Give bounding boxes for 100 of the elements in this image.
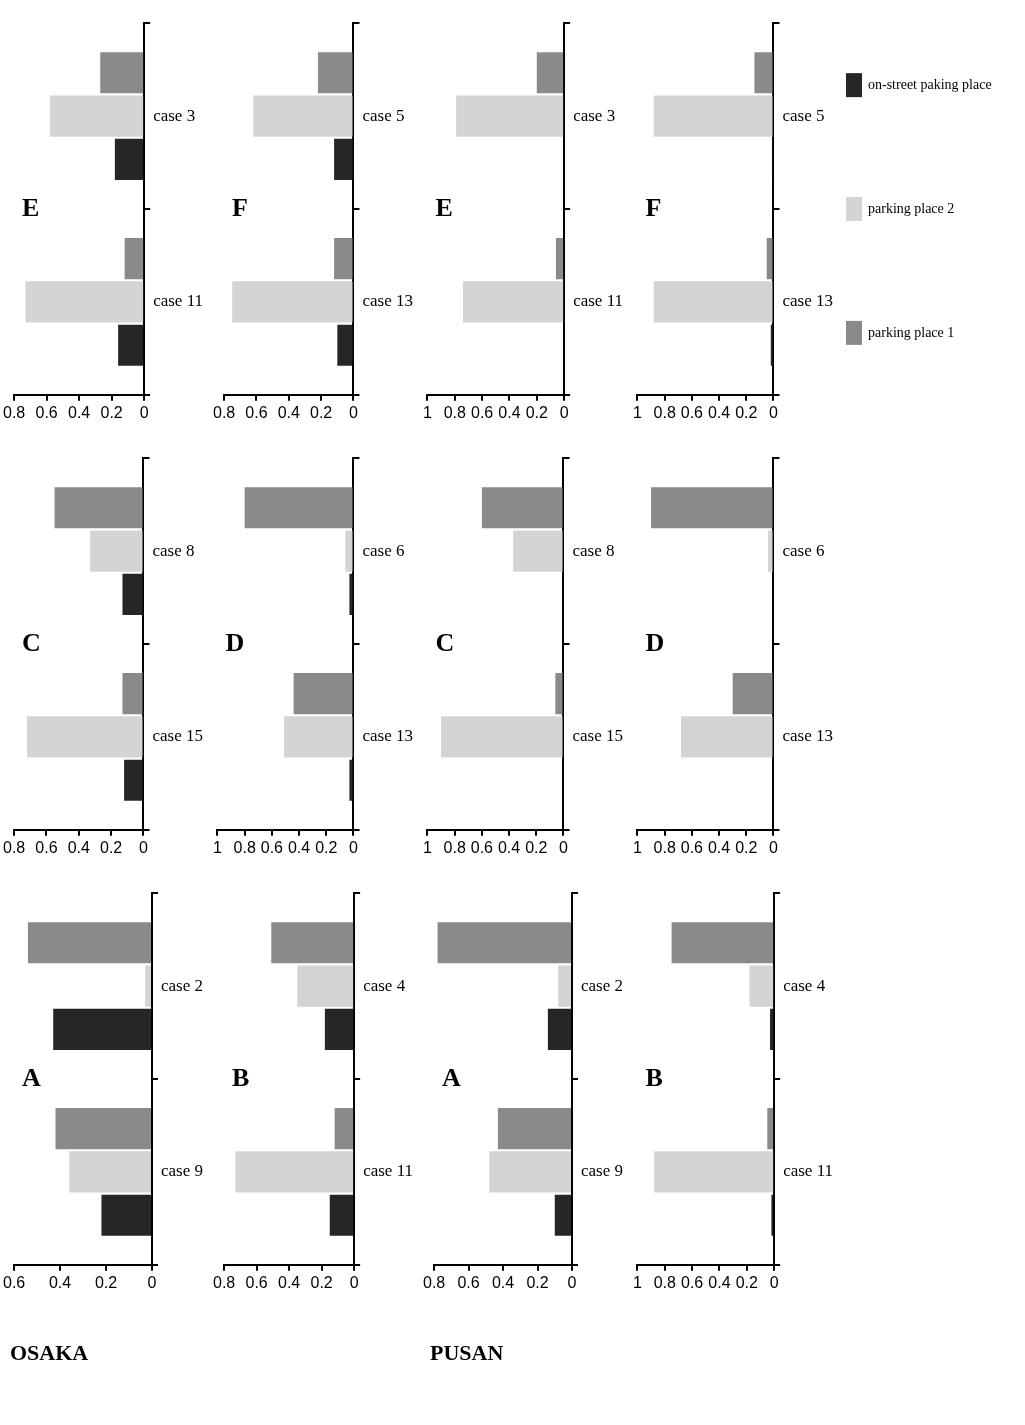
bar	[334, 237, 353, 280]
x-tick-label: 1	[213, 838, 222, 856]
bar	[54, 487, 143, 529]
y-tick-label: case 13	[362, 726, 414, 746]
bar	[536, 52, 564, 94]
bar	[297, 965, 354, 1007]
text: D	[225, 627, 245, 657]
bar	[345, 530, 353, 572]
y-tick-label: case 3	[153, 105, 196, 125]
bar	[293, 672, 353, 715]
bar	[25, 281, 144, 323]
bar	[671, 922, 774, 964]
bar	[114, 138, 144, 181]
x-tick-label: 0.4	[287, 838, 311, 856]
bar	[441, 716, 563, 758]
x-tick-label: 0.2	[94, 1273, 118, 1291]
x-tick-label: 1	[423, 403, 432, 421]
x-tick-label: 0	[567, 1273, 577, 1291]
y-tick-label: case 3	[573, 105, 616, 125]
x-tick-label: 0.6	[470, 838, 494, 856]
x-tick-label: 0.8	[653, 1273, 676, 1291]
bar	[680, 716, 773, 758]
x-tick-label: 0.6	[681, 1273, 704, 1291]
x-tick-label: 1	[423, 838, 432, 856]
bar	[334, 1107, 354, 1150]
bar	[481, 487, 563, 529]
x-tick-label: 0.4	[498, 403, 521, 421]
x-tick-label: 0.6	[457, 1273, 480, 1291]
x-tick-label: 0.6	[680, 403, 704, 421]
x-tick-label: 0	[769, 403, 779, 421]
x-tick-label: 0.2	[526, 1273, 549, 1291]
bar	[768, 530, 773, 572]
x-tick-label: 0.2	[315, 838, 338, 856]
x-tick-label: 0.6	[245, 403, 268, 421]
x-tick-label: 0.4	[491, 1273, 515, 1291]
x-tick-label: 0.4	[67, 838, 91, 856]
x-tick-label: 0.8	[653, 403, 676, 421]
y-tick-label: case 4	[363, 975, 406, 995]
text: A	[22, 1062, 42, 1092]
y-tick-label: case 11	[783, 1161, 833, 1181]
bar	[124, 237, 144, 280]
bar	[653, 281, 773, 323]
x-tick-label: 1	[633, 1273, 642, 1291]
x-tick-label: 1	[633, 838, 642, 856]
y-tick-label: case 15	[152, 726, 204, 746]
bar	[513, 530, 563, 572]
y-tick-label: case 13	[782, 726, 834, 746]
bar	[55, 1107, 151, 1150]
bar	[244, 487, 353, 529]
x-tick-label: 0.2	[735, 1273, 759, 1291]
bar	[27, 922, 151, 964]
text: C	[22, 627, 41, 657]
x-tick-label: 0.4	[707, 403, 731, 421]
x-tick-label: 0.4	[277, 403, 301, 421]
x-tick-label: 0.8	[213, 403, 236, 421]
x-tick-label: 0.6	[471, 403, 494, 421]
x-tick-label: 0.2	[525, 403, 549, 421]
x-tick-label: 0.4	[68, 403, 91, 421]
bar	[27, 716, 143, 758]
bar	[124, 759, 143, 801]
x-tick-label: 0.8	[423, 1273, 446, 1291]
bar	[101, 1194, 151, 1236]
bar	[653, 1151, 774, 1193]
text: E	[435, 192, 453, 222]
y-tick-label: case 13	[362, 291, 414, 311]
text: PUSAN	[430, 1340, 504, 1366]
bar	[324, 1008, 354, 1051]
bar	[489, 1151, 571, 1193]
y-tick-label: case 11	[363, 1161, 413, 1181]
bar	[497, 1107, 571, 1150]
x-tick-label: 0	[769, 838, 779, 856]
bar	[754, 52, 773, 94]
bar	[462, 281, 564, 323]
y-tick-label: case 11	[573, 291, 623, 311]
bar	[145, 965, 151, 1007]
x-tick-label: 0	[559, 403, 569, 421]
text: F	[645, 192, 662, 222]
x-tick-label: 0.8	[443, 403, 466, 421]
text: B	[232, 1062, 250, 1092]
bar	[100, 52, 144, 94]
x-tick-label: 0.2	[735, 838, 758, 856]
bar	[749, 965, 774, 1007]
legend-label: on-street paking place	[868, 76, 992, 92]
x-tick-label: 0.6	[245, 1273, 268, 1291]
y-tick-label: case 13	[782, 291, 834, 311]
bar	[558, 965, 571, 1007]
bar	[547, 1008, 571, 1051]
x-tick-label: 0	[769, 1273, 779, 1291]
bar	[118, 324, 144, 366]
bar	[90, 530, 143, 572]
x-tick-label: 0.6	[35, 403, 58, 421]
bar	[317, 52, 353, 94]
bar	[337, 324, 353, 366]
bar	[770, 1008, 774, 1051]
y-tick-label: case 2	[581, 975, 624, 995]
y-tick-label: case 15	[572, 726, 624, 746]
y-tick-label: case 11	[153, 291, 203, 311]
bar	[69, 1151, 151, 1193]
y-tick-label: case 2	[161, 975, 204, 995]
bar	[349, 759, 353, 801]
